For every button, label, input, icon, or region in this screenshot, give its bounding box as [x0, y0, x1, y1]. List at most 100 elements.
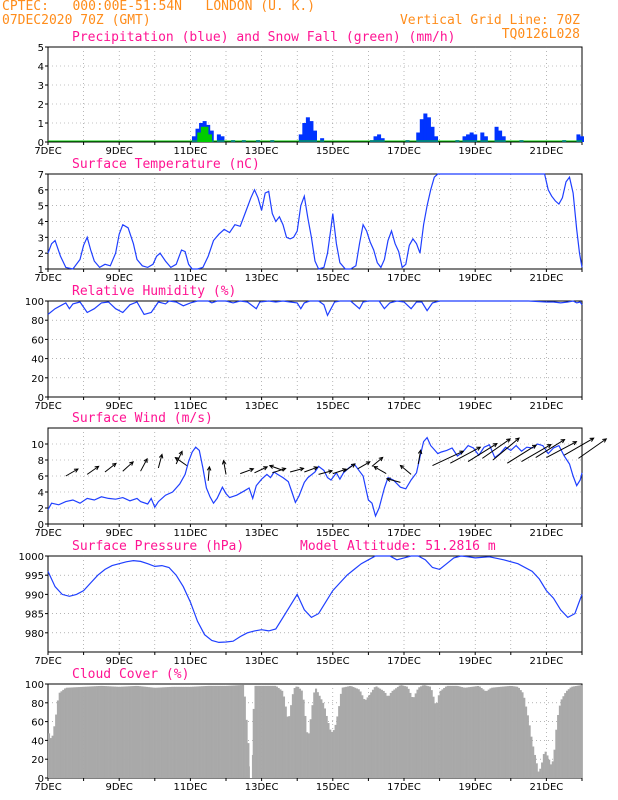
cloud-bar — [409, 692, 412, 778]
cloud-bar — [76, 687, 79, 778]
cloud-bar — [226, 685, 229, 778]
cloud-bar — [471, 686, 474, 778]
panel-title: Surface Temperature (nC) — [72, 157, 260, 172]
y-tick-label: 3 — [38, 233, 44, 244]
cloud-bar — [542, 754, 545, 778]
cloud-bar — [147, 687, 150, 778]
x-tick-label: 15DEC — [316, 656, 350, 667]
cloud-bar — [557, 715, 560, 778]
wind-vector — [482, 438, 511, 459]
cloud-bar — [129, 686, 132, 778]
cloud-bar — [272, 685, 275, 778]
x-tick-label: 7DEC — [34, 528, 61, 539]
cloud-bar — [432, 696, 435, 778]
snow-bar — [207, 134, 212, 142]
wind-vector-head — [313, 466, 319, 471]
wind-vector — [289, 467, 304, 473]
wind-vector-head — [328, 469, 334, 474]
cloud-bar — [498, 686, 501, 778]
cloud-bar — [380, 689, 383, 778]
panel-pressure: 980 985 990 995 1000 7DEC 9DEC 11DEC 13DEC 15DEC 1… — [19, 539, 583, 667]
x-tick-label: 13DEC — [245, 146, 279, 157]
cloud-bar — [491, 687, 494, 778]
cloud-bar — [560, 699, 563, 778]
wind-vector — [223, 460, 227, 475]
cloud-bar — [53, 726, 56, 778]
panel-wind: 0 2 4 6 8 10 7DEC 9DEC 11DEC 13DEC 15DEC 17DEC 19DEC… — [31, 411, 608, 539]
y-tick-label: 995 — [25, 571, 44, 582]
wind-vector-head — [560, 438, 566, 444]
x-tick-label: 11DEC — [174, 146, 208, 157]
cloud-bar — [201, 686, 204, 778]
cloud-bar — [437, 695, 440, 778]
y-tick-label: 80 — [31, 316, 44, 327]
wind-vector — [272, 467, 286, 474]
y-tick-label: 0 — [38, 520, 44, 531]
cloud-bar — [90, 686, 93, 778]
cloud-bar — [302, 699, 305, 778]
panel-cloud: 0 20 40 60 80 100 7DEC 9DEC 11DEC 13DEC 15DEC 17DEC… — [25, 667, 583, 793]
cloud-bar — [443, 687, 446, 778]
cloud-bar — [222, 685, 225, 778]
cloud-bar — [564, 693, 567, 778]
panel-title: Precipitation (blue) and Snow Fall (gree… — [72, 30, 456, 45]
precip-bar — [576, 134, 581, 142]
plot-frame — [47, 555, 583, 653]
cloud-bar — [87, 686, 90, 778]
x-tick-label: 11DEC — [174, 528, 208, 539]
cloud-bar — [404, 686, 407, 778]
cloud-bar — [532, 746, 535, 778]
y-tick-label: 1 — [38, 265, 44, 276]
cloud-bar — [464, 687, 467, 778]
header-run-time: 07DEC2020 70Z (GMT) — [2, 13, 151, 28]
wind-vector-head — [399, 464, 405, 470]
header-station: CPTEC: 000:00E-51:54N LONDON (U. K.) — [2, 0, 316, 14]
cloud-bar — [384, 692, 387, 778]
x-tick-label: 15DEC — [316, 401, 350, 412]
wind-vector — [343, 463, 356, 473]
x-tick-label: 21DEC — [530, 146, 564, 157]
x-tick-label: 9DEC — [106, 782, 133, 793]
cloud-bar — [174, 686, 177, 778]
cloud-bar — [307, 733, 310, 778]
cloud-bar — [88, 686, 92, 778]
cloud-bar — [286, 716, 289, 778]
cloud-bar — [238, 685, 241, 778]
cloud-bar — [204, 686, 207, 778]
cloud-bar — [170, 686, 173, 778]
cloud-bar — [345, 686, 348, 778]
wind-vector — [65, 468, 79, 477]
cloud-bar — [375, 686, 378, 778]
cloud-bar — [484, 690, 487, 778]
x-tick-label: 11DEC — [174, 401, 208, 412]
cloud-bar — [282, 696, 286, 778]
cloud-bar — [208, 685, 211, 778]
cloud-bar — [122, 686, 125, 778]
wind-vector — [450, 446, 481, 464]
cloud-bar — [386, 695, 389, 778]
cloud-bar — [290, 705, 293, 778]
cloud-bar — [448, 685, 451, 778]
y-tick-label: 990 — [25, 590, 44, 601]
cloud-bar — [60, 691, 63, 778]
cloud-bar — [354, 687, 357, 778]
cloud-bar — [457, 686, 460, 778]
cloud-bar — [525, 706, 528, 778]
x-tick-label: 11DEC — [174, 782, 208, 793]
precip-bar — [373, 136, 378, 142]
x-tick-label: 7DEC — [34, 146, 61, 157]
series-line-humidity — [47, 300, 583, 317]
cloud-bar — [65, 687, 68, 778]
panel-precip: 0 1 2 3 4 5 7DEC 9DEC 11DEC 13DEC 15DEC 17DEC 19DEC 2… — [34, 30, 584, 157]
cloud-bar — [516, 686, 519, 778]
cloud-bar — [288, 716, 291, 778]
cloud-bar — [160, 687, 163, 778]
cloud-bar — [526, 715, 529, 778]
panel-title: Cloud Cover (%) — [72, 667, 189, 682]
cloud-bar — [439, 690, 442, 778]
cloud-bar — [104, 686, 108, 778]
cloud-bar — [163, 687, 166, 778]
cloud-bar — [300, 690, 303, 778]
cloud-bar — [268, 685, 271, 778]
x-tick-label: 13DEC — [245, 782, 279, 793]
